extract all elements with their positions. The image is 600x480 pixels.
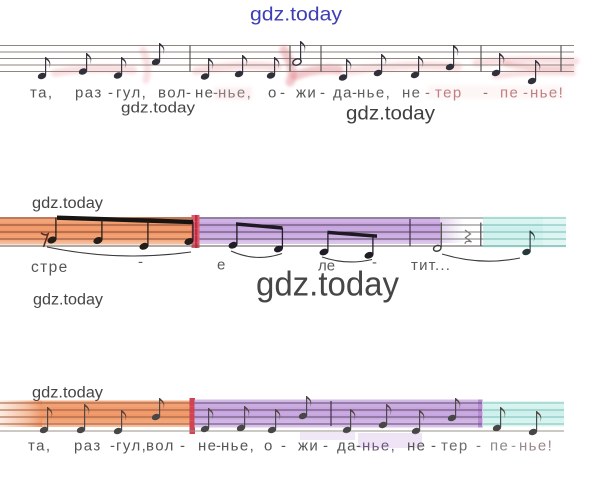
svg-text:-: - bbox=[320, 85, 326, 102]
svg-text:-: - bbox=[280, 85, 286, 102]
svg-text:-: - bbox=[425, 85, 431, 102]
svg-text:-: - bbox=[476, 438, 482, 455]
svg-text:пе: пе bbox=[500, 85, 519, 102]
svg-text:пе: пе bbox=[490, 438, 509, 455]
svg-text:-: - bbox=[523, 85, 529, 102]
svg-text:-: - bbox=[356, 438, 362, 455]
svg-text:-: - bbox=[108, 85, 114, 102]
svg-text:не: не bbox=[198, 438, 217, 455]
svg-text:-: - bbox=[323, 438, 329, 455]
svg-text:-: - bbox=[180, 438, 186, 455]
svg-text:-: - bbox=[186, 85, 192, 102]
svg-text:да: да bbox=[333, 85, 353, 102]
svg-text:жи: жи bbox=[296, 85, 317, 102]
svg-text:gdz.today: gdz.today bbox=[121, 100, 196, 117]
svg-text:вол: вол bbox=[146, 438, 175, 455]
svg-text:стре: стре bbox=[31, 259, 69, 276]
svg-text:не: не bbox=[402, 85, 421, 102]
svg-text:-: - bbox=[372, 254, 377, 271]
svg-text:раз: раз bbox=[74, 438, 102, 455]
svg-text:gdz.today: gdz.today bbox=[256, 266, 399, 304]
svg-text:не: не bbox=[407, 438, 426, 455]
svg-text:ле: ле bbox=[318, 258, 335, 275]
svg-text:да: да bbox=[337, 438, 357, 455]
svg-text:та,: та, bbox=[30, 85, 53, 102]
svg-text:нье!: нье! bbox=[530, 85, 564, 102]
svg-text:нье!: нье! bbox=[519, 438, 553, 455]
svg-text:-: - bbox=[213, 85, 219, 102]
svg-text:gdz.today: gdz.today bbox=[250, 5, 343, 26]
svg-text:-: - bbox=[352, 85, 358, 102]
svg-text:о: о bbox=[264, 438, 274, 455]
svg-text:тер: тер bbox=[435, 85, 463, 102]
svg-text:-: - bbox=[110, 438, 116, 455]
svg-text:о: о bbox=[268, 85, 278, 102]
svg-text:не: не bbox=[195, 85, 214, 102]
svg-text:-: - bbox=[138, 254, 143, 271]
svg-text:нье,: нье, bbox=[218, 85, 252, 102]
svg-text:нье,: нье, bbox=[357, 85, 391, 102]
svg-text:gdz.today: gdz.today bbox=[32, 195, 103, 212]
svg-text:е: е bbox=[217, 257, 225, 274]
svg-text:-: - bbox=[281, 438, 287, 455]
svg-text:gdz.today: gdz.today bbox=[32, 385, 103, 402]
svg-text:-: - bbox=[483, 85, 489, 102]
svg-text:-: - bbox=[216, 438, 222, 455]
svg-text:-: - bbox=[431, 438, 437, 455]
svg-text:-: - bbox=[511, 438, 517, 455]
svg-text:жи: жи bbox=[298, 438, 319, 455]
svg-text:гул,: гул, bbox=[116, 438, 147, 455]
svg-text:нье,: нье, bbox=[221, 438, 255, 455]
svg-text:вол: вол bbox=[158, 85, 187, 102]
svg-text:gdz.today: gdz.today bbox=[33, 292, 103, 309]
svg-text:гул,: гул, bbox=[116, 85, 147, 102]
svg-text:нье,: нье, bbox=[362, 438, 396, 455]
svg-text:раз: раз bbox=[75, 85, 103, 102]
svg-text:gdz.today: gdz.today bbox=[346, 104, 436, 125]
svg-text:та,: та, bbox=[28, 438, 51, 455]
svg-text:тер: тер bbox=[441, 438, 469, 455]
svg-text:тит...: тит... bbox=[411, 257, 451, 274]
